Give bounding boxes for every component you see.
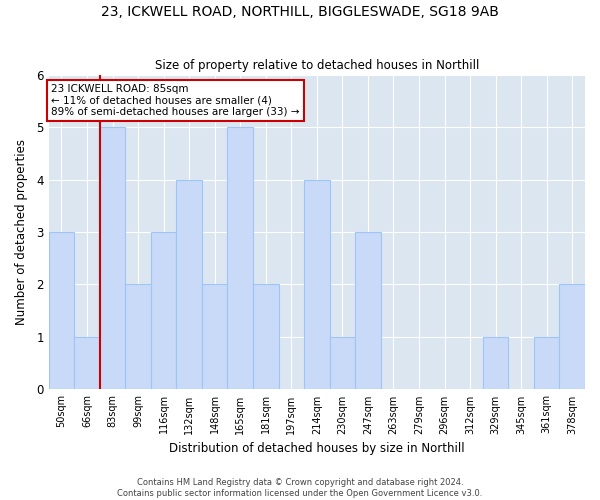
Text: Contains HM Land Registry data © Crown copyright and database right 2024.
Contai: Contains HM Land Registry data © Crown c… — [118, 478, 482, 498]
X-axis label: Distribution of detached houses by size in Northill: Distribution of detached houses by size … — [169, 442, 464, 455]
Text: 23 ICKWELL ROAD: 85sqm
← 11% of detached houses are smaller (4)
89% of semi-deta: 23 ICKWELL ROAD: 85sqm ← 11% of detached… — [52, 84, 300, 117]
Bar — [202, 284, 227, 390]
Title: Size of property relative to detached houses in Northill: Size of property relative to detached ho… — [155, 59, 479, 72]
Bar — [534, 337, 559, 390]
Bar — [329, 337, 355, 390]
Text: 23, ICKWELL ROAD, NORTHILL, BIGGLESWADE, SG18 9AB: 23, ICKWELL ROAD, NORTHILL, BIGGLESWADE,… — [101, 5, 499, 19]
Bar — [49, 232, 74, 390]
Bar — [227, 127, 253, 390]
Bar — [253, 284, 278, 390]
Y-axis label: Number of detached properties: Number of detached properties — [15, 139, 28, 325]
Bar — [483, 337, 508, 390]
Bar — [74, 337, 100, 390]
Bar — [151, 232, 176, 390]
Bar — [125, 284, 151, 390]
Bar — [176, 180, 202, 390]
Bar — [100, 127, 125, 390]
Bar — [559, 284, 585, 390]
Bar — [355, 232, 380, 390]
Bar — [304, 180, 329, 390]
